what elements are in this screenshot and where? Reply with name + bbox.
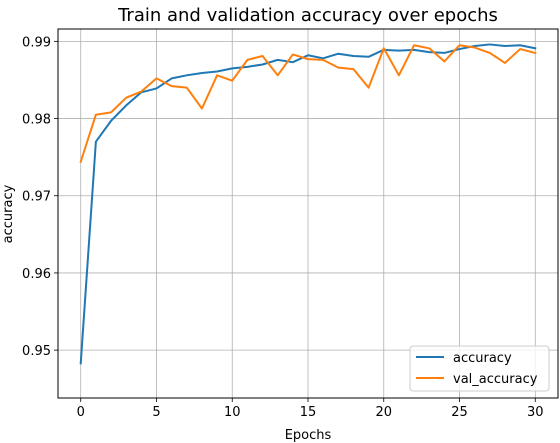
axis-ticks: 0 5 10 15 20 25 30 0.95 0.96 0.97 0.98 0.99	[22, 35, 543, 420]
legend-label-val-accuracy: val_accuracy	[453, 372, 538, 387]
y-tick-label: 0.97	[22, 190, 51, 205]
y-axis-label: accuracy	[1, 184, 16, 243]
x-tick-label: 10	[224, 405, 241, 420]
grid	[58, 29, 558, 398]
x-tick-label: 15	[300, 405, 317, 420]
x-tick-label: 5	[152, 405, 160, 420]
x-tick-label: 25	[451, 405, 468, 420]
y-tick-label: 0.95	[22, 344, 51, 359]
legend-label-accuracy: accuracy	[453, 351, 512, 366]
series-lines	[79, 43, 537, 365]
chart-title: Train and validation accuracy over epoch…	[117, 5, 498, 26]
legend: accuracy val_accuracy	[409, 345, 550, 392]
y-tick-label: 0.99	[22, 35, 51, 50]
x-axis-label: Epochs	[285, 428, 332, 443]
x-tick-label: 20	[375, 405, 392, 420]
x-tick-label: 0	[77, 405, 85, 420]
x-tick-label: 30	[527, 405, 544, 420]
y-tick-label: 0.96	[22, 267, 51, 282]
y-tick-label: 0.98	[22, 113, 51, 128]
legend-box	[409, 345, 550, 392]
